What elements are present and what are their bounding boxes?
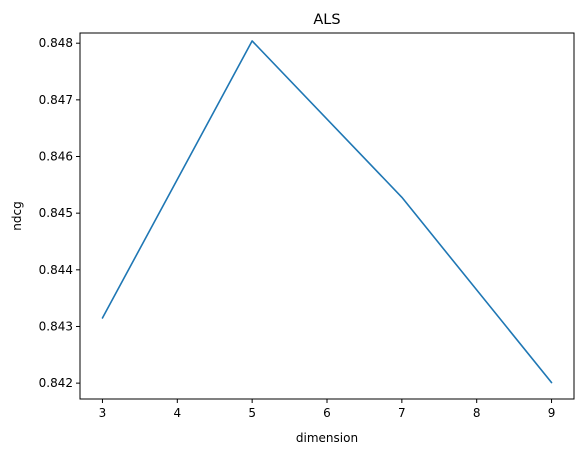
x-tick-label: 4 [173,406,181,420]
y-tick-label: 0.846 [39,150,73,164]
y-axis-ticks: 0.842 0.843 0.844 0.845 0.846 0.847 0.848 [39,36,80,390]
y-tick-label: 0.844 [39,263,73,277]
series-line [101,40,553,384]
chart-title: ALS [313,12,340,28]
x-tick-label: 3 [99,406,107,420]
y-tick-label: 0.843 [39,319,73,333]
y-tick-label: 0.845 [39,206,73,220]
x-tick-label: 9 [548,406,556,420]
x-tick-label: 5 [248,406,256,420]
x-tick-label: 6 [323,406,331,420]
x-axis-ticks: 3 4 5 6 7 8 9 [99,399,556,420]
y-tick-label: 0.848 [39,36,73,50]
series-lines [101,40,553,384]
y-tick-label: 0.842 [39,376,73,390]
x-tick-label: 7 [398,406,406,420]
y-tick-label: 0.847 [39,93,73,107]
x-axis-label: dimension [296,431,358,445]
y-axis-label: ndcg [10,201,24,230]
plot-area-frame [79,32,575,400]
x-tick-label: 8 [473,406,481,420]
